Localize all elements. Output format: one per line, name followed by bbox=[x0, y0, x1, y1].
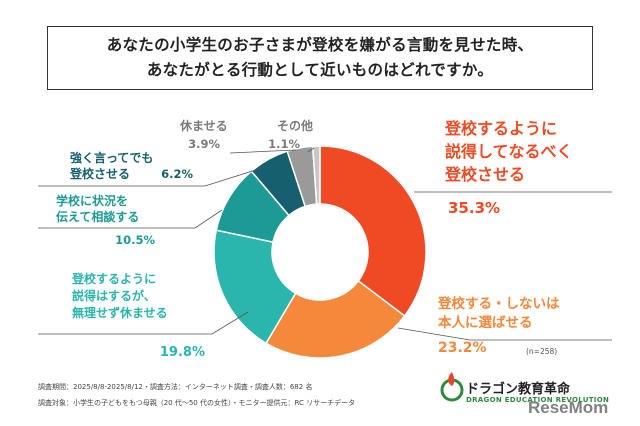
category-label-5: 強く言ってでも登校させる bbox=[69, 150, 153, 181]
value-label-4: 10.5% bbox=[115, 233, 155, 247]
sample-size-note: (n=258) bbox=[526, 347, 557, 356]
brand-name: ドラゴン教育革命 bbox=[466, 382, 571, 397]
category-label-6: 休ませる bbox=[179, 118, 228, 133]
category-label-4: 学校に状況を伝えて相談する bbox=[56, 193, 139, 224]
footer-survey-period: 調査期間：2025/8/8-2025/8/12・調査方法：インターネット調査・調… bbox=[38, 383, 313, 391]
leader-line-7 bbox=[307, 147, 315, 153]
category-label-2: 登校する・しないは本人に選ばせる bbox=[437, 295, 560, 331]
chart-title-line-1: あなたの小学生のお子さまが登校を嫌がる言動を見せた時、 bbox=[106, 36, 534, 54]
pie-slice-3 bbox=[213, 229, 297, 345]
pie-slice-7 bbox=[311, 145, 321, 205]
value-label-1: 35.3% bbox=[448, 199, 500, 217]
pie-slice-2 bbox=[265, 279, 406, 359]
value-label-7: 1.1% bbox=[268, 137, 300, 151]
value-label-6: 3.9% bbox=[188, 137, 220, 151]
chart-title-line-2: あなたがとる行動として近いものはどれですか。 bbox=[146, 61, 494, 79]
footer-survey-target: 調査対象：小学生の子どもをもつ母親（20 代〜50 代の女性）・モニター提供元：… bbox=[38, 399, 356, 407]
value-label-2: 23.2% bbox=[438, 340, 487, 356]
pie-slice-1 bbox=[319, 145, 427, 317]
title-box: あなたの小学生のお子さまが登校を嫌がる言動を見せた時、 あなたがとる行動として近… bbox=[47, 26, 593, 90]
leader-line-6 bbox=[229, 149, 297, 154]
value-label-5: 6.2% bbox=[161, 167, 193, 181]
value-label-3: 19.8% bbox=[160, 345, 205, 360]
category-label-1: 登校するように説得してなるべく登校させる bbox=[444, 119, 573, 184]
dragon-logo-icon bbox=[440, 372, 464, 402]
leader-line-2 bbox=[397, 327, 612, 341]
leader-line-5 bbox=[38, 167, 263, 187]
leader-line-4 bbox=[38, 209, 223, 229]
brand-subtitle: DRAGON EDUCATION REVOLUTION bbox=[466, 396, 610, 404]
category-label-3: 登校するように説得はするが、無理せず休ませる bbox=[71, 271, 168, 320]
resemom-watermark: ReseMom bbox=[528, 398, 609, 417]
leader-line-3 bbox=[38, 311, 249, 335]
category-label-7: その他 bbox=[277, 118, 313, 133]
